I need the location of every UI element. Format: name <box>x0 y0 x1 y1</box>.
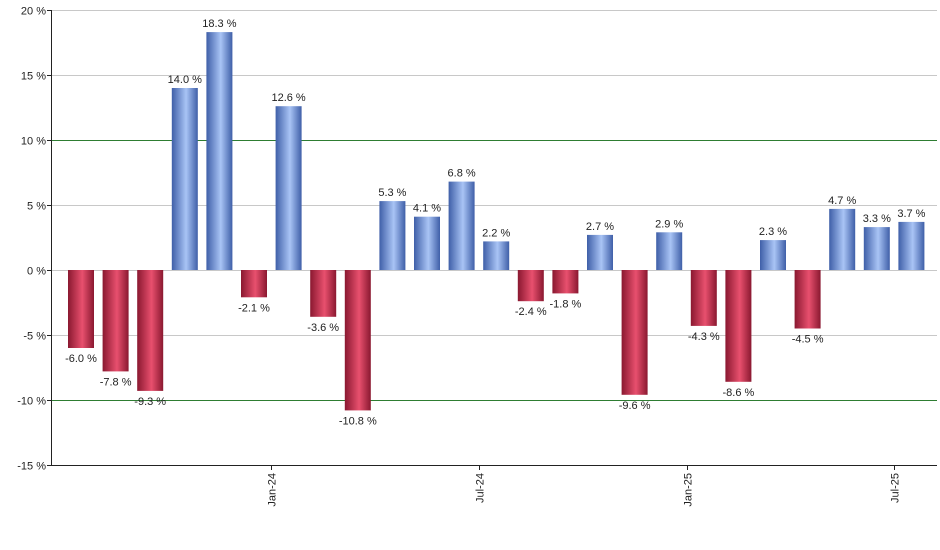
x-tick-label: Jul-25 <box>890 473 902 503</box>
bar <box>517 270 544 302</box>
bar <box>656 232 683 270</box>
bar <box>448 181 475 270</box>
x-tick-label: Jan-25 <box>683 473 695 507</box>
data-label: -2.4 % <box>515 306 547 318</box>
bar <box>725 270 752 382</box>
y-tick-label: -5 % <box>23 331 46 343</box>
data-label: -6.0 % <box>65 353 97 365</box>
axes: 20 % 15 % 10 % 5 % 0 % -5 % -10 % -15 % Jan-24 Ju… <box>17 6 937 507</box>
bar <box>794 270 821 329</box>
bar <box>379 201 406 270</box>
data-label: -2.1 % <box>238 302 270 314</box>
data-label: 2.9 % <box>655 218 683 230</box>
bar <box>241 270 267 298</box>
y-tick-label: 15 % <box>21 71 46 83</box>
bar <box>137 270 164 391</box>
data-label: 3.7 % <box>897 208 925 220</box>
data-label: 3.3 % <box>863 213 891 225</box>
data-label: -4.3 % <box>688 331 720 343</box>
data-label: -8.6 % <box>723 387 755 399</box>
bars <box>68 32 925 411</box>
bar <box>863 227 890 270</box>
bar <box>206 32 233 270</box>
y-tick-label: 0 % <box>27 266 46 278</box>
bar <box>68 270 94 348</box>
y-tick-label: 5 % <box>27 201 46 213</box>
y-tick-label: 10 % <box>21 136 46 148</box>
bar <box>587 234 613 270</box>
data-label: -4.5 % <box>792 334 824 346</box>
bar <box>483 241 510 270</box>
data-label: 2.7 % <box>586 221 614 233</box>
data-label: 18.3 % <box>202 18 236 30</box>
data-label: 5.3 % <box>378 187 406 199</box>
gridlines <box>51 10 937 466</box>
y-tick-label: -10 % <box>17 396 46 408</box>
bar <box>102 270 129 372</box>
bar <box>275 106 302 270</box>
x-tick-label: Jan-24 <box>267 473 279 507</box>
x-tick-label: Jul-24 <box>475 473 487 503</box>
data-label: 2.3 % <box>759 226 787 238</box>
bar <box>829 208 856 270</box>
data-label: -9.6 % <box>619 400 651 412</box>
data-label: 6.8 % <box>448 168 476 180</box>
data-label: -1.8 % <box>550 298 582 310</box>
data-label: 2.2 % <box>482 227 510 239</box>
data-label: -3.6 % <box>307 322 339 334</box>
y-tick-label: -15 % <box>17 461 46 473</box>
data-label: -10.8 % <box>339 415 377 427</box>
bar <box>171 88 198 270</box>
data-label: 4.7 % <box>828 195 856 207</box>
data-label: -7.8 % <box>100 376 132 388</box>
bar <box>414 216 440 270</box>
bar <box>760 240 786 270</box>
bar <box>621 270 648 395</box>
data-label: 12.6 % <box>271 92 305 104</box>
bar <box>690 270 717 326</box>
data-labels: -6.0 %-7.8 %-9.3 % 14.0 % 18.3 % -2.1 % 12.6… <box>65 18 926 427</box>
bar <box>552 270 579 294</box>
data-label: 4.1 % <box>413 203 441 215</box>
data-label: 14.0 % <box>168 74 202 86</box>
y-tick-label: 20 % <box>21 6 46 18</box>
bar <box>898 221 925 270</box>
bar <box>310 270 337 317</box>
bar <box>344 270 371 411</box>
data-label: -9.3 % <box>134 396 166 408</box>
